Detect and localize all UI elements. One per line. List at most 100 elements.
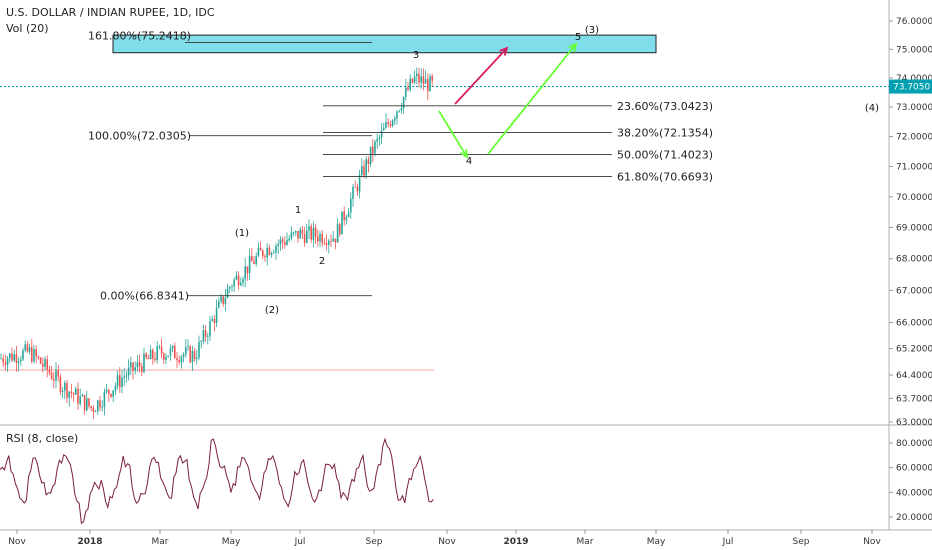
candle-body	[215, 307, 218, 324]
wave-label: 5	[575, 32, 581, 43]
candle-body	[138, 362, 141, 367]
candle-body	[72, 393, 75, 395]
price-tick-label: 76.0000	[896, 17, 932, 27]
candle-body	[88, 398, 90, 407]
price-tick-label: 65.2000	[896, 345, 932, 355]
candle-body	[220, 296, 222, 302]
candle-body	[411, 78, 414, 83]
fibonacci-levels[interactable]: 161.80%(75.2418) 100.00%(72.0305) 0.00%(66…	[88, 29, 713, 302]
candle-body	[105, 389, 108, 392]
last-price-label: 73.7050	[893, 83, 930, 93]
candle-body	[130, 362, 132, 368]
candle-body	[246, 266, 249, 274]
candle-body	[141, 366, 143, 372]
rsi-pane: 80.0000 60.0000 40.0000 20.0000	[0, 437, 932, 525]
candle-body	[167, 355, 169, 357]
candle-body	[374, 141, 376, 154]
time-tick-label: Mar	[577, 537, 594, 547]
time-tick-label: Nov	[8, 537, 26, 547]
candle-body	[422, 76, 425, 84]
candle-body	[81, 395, 84, 397]
candle-body	[35, 349, 37, 357]
candle-body	[176, 358, 178, 361]
candle-body	[310, 226, 312, 240]
target-zone[interactable]	[112, 34, 657, 54]
candle-body	[24, 344, 26, 351]
candle-body	[262, 250, 264, 257]
candle-body	[152, 349, 154, 359]
candle-body	[31, 347, 33, 362]
candle-body	[83, 395, 86, 411]
candle-body	[57, 370, 59, 377]
time-tick-label: Mar	[152, 537, 169, 547]
candle-body	[55, 370, 57, 381]
candle-body	[99, 400, 101, 408]
candle-body	[156, 346, 158, 360]
candle-body	[376, 138, 378, 142]
elliott-wave-labels: (1) (2) 1 2 3 4 5 (3) (4)	[235, 25, 879, 316]
price-axis[interactable]: 76.0000 75.0000 74.0000 73.0000 72.0000 71.00…	[889, 17, 932, 428]
candle-body	[363, 166, 365, 176]
candle-body	[347, 212, 350, 218]
candle-body	[391, 120, 394, 127]
candle-body	[308, 226, 310, 231]
candle-body	[380, 130, 383, 138]
candle-body	[369, 146, 372, 165]
candle-body	[240, 282, 242, 286]
candle-body	[145, 353, 147, 358]
projection-arrows[interactable]	[438, 42, 578, 159]
candle-body	[251, 256, 253, 262]
candle-body	[292, 232, 295, 234]
price-tick-label: 64.4000	[896, 371, 932, 381]
price-tick-label: 69.0000	[896, 224, 932, 234]
candle-body	[334, 238, 337, 243]
time-axis[interactable]: Nov 2018 Mar May Jul Sep Nov 2019 Mar May Jul Sep No…	[8, 530, 881, 547]
candle-body	[44, 359, 46, 367]
candle-body	[66, 382, 68, 398]
candle-body	[180, 356, 183, 363]
candle-body	[211, 318, 213, 321]
time-tick-label: Jul	[294, 537, 306, 547]
reference-lines	[0, 86, 889, 371]
candle-body	[367, 159, 370, 165]
candle-body	[427, 79, 429, 92]
candle-body	[178, 360, 180, 363]
candle-body	[273, 252, 275, 254]
candle-body	[352, 186, 354, 199]
candle-body	[213, 318, 216, 324]
wave-5-arrow	[487, 43, 577, 155]
candle-body	[268, 247, 271, 255]
price-tick-label: 73.0000	[896, 103, 932, 113]
wave-label: (4)	[865, 103, 879, 114]
candle-body	[303, 234, 306, 243]
price-tick-label: 71.0000	[896, 162, 932, 172]
candle-body	[222, 296, 224, 304]
candle-body	[160, 346, 163, 354]
candle-body	[207, 336, 209, 338]
candle-body	[165, 356, 167, 360]
candle-body	[325, 243, 328, 246]
candle-body	[398, 110, 400, 112]
wave-label: 1	[295, 205, 301, 216]
candle-body	[299, 229, 301, 239]
rsi-tick-label: 80.0000	[896, 439, 932, 449]
candle-body	[202, 330, 205, 342]
time-tick-label: Nov	[438, 537, 456, 547]
candle-body	[187, 346, 189, 348]
candle-body	[147, 357, 150, 360]
wave-label: 3	[413, 50, 419, 61]
candle-body	[15, 354, 18, 363]
candle-body	[321, 233, 323, 244]
candle-body	[116, 375, 119, 386]
candle-body	[61, 390, 64, 392]
candle-body	[123, 376, 125, 379]
candle-body	[101, 406, 103, 408]
wave-4-arrow	[438, 110, 468, 158]
candle-body	[405, 87, 407, 98]
candle-body	[11, 353, 13, 361]
candle-body	[20, 359, 22, 362]
candle-body	[264, 256, 266, 258]
candle-body	[77, 388, 79, 404]
price-tick-label: 70.0000	[896, 193, 932, 203]
